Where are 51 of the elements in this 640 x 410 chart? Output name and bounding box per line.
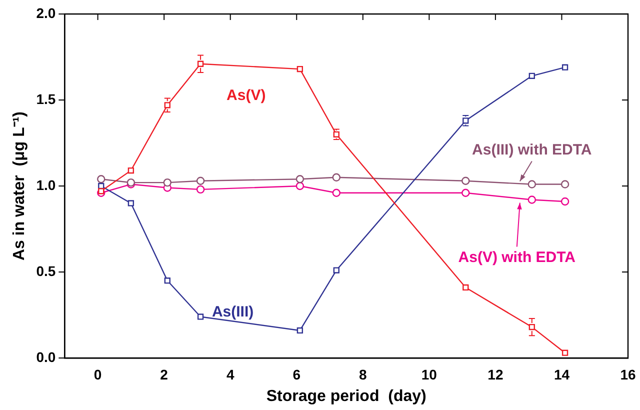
series-label: As(III): [212, 304, 254, 321]
point: [97, 175, 106, 184]
y-tick-label: 2.0: [36, 4, 56, 21]
x-tick-label: 6: [292, 366, 301, 382]
point: [98, 188, 104, 194]
x-tick-label: 12: [488, 366, 504, 382]
point: [296, 182, 304, 190]
point: [462, 284, 469, 291]
y-axis-title: As in water (μg L⁻¹): [11, 111, 28, 261]
x-tick-label: 16: [620, 366, 636, 382]
x-tick-label: 8: [359, 366, 367, 382]
x-tick-label: 4: [226, 366, 234, 382]
point: [197, 314, 204, 320]
point: [164, 278, 170, 284]
x-tick-label: 0: [94, 366, 102, 382]
point: [197, 60, 204, 67]
point: [296, 175, 304, 184]
y-tick-label: 1.0: [36, 176, 56, 193]
series-label: As(III) with EDTA: [472, 141, 592, 158]
point: [196, 185, 205, 194]
point: [560, 180, 570, 188]
point: [164, 102, 170, 108]
point: [462, 188, 470, 197]
point: [562, 350, 568, 356]
point: [528, 72, 535, 79]
point: [332, 188, 340, 197]
point: [462, 118, 469, 124]
x-axis-title: Storage period (day): [266, 388, 426, 405]
y-tick-label: 0.5: [36, 262, 56, 279]
point: [128, 200, 134, 206]
point: [196, 176, 205, 185]
point: [332, 173, 340, 182]
x-tick-label: 14: [554, 366, 570, 382]
point: [296, 327, 304, 334]
point: [163, 178, 172, 187]
point: [562, 64, 568, 70]
x-tick-label: 2: [160, 366, 168, 382]
point: [333, 267, 340, 274]
y-tick-label: 1.5: [36, 90, 56, 107]
x-tick-label: 10: [421, 366, 438, 382]
y-tick-label: 0.0: [36, 348, 56, 365]
point: [333, 131, 340, 138]
point: [128, 167, 134, 174]
point: [296, 66, 304, 72]
point: [528, 180, 536, 188]
series-label: As(V): [226, 87, 266, 104]
point: [528, 324, 535, 330]
point: [560, 197, 570, 206]
text: As(V) with EDTA: [458, 248, 576, 266]
point: [462, 176, 470, 185]
point: [528, 196, 536, 204]
